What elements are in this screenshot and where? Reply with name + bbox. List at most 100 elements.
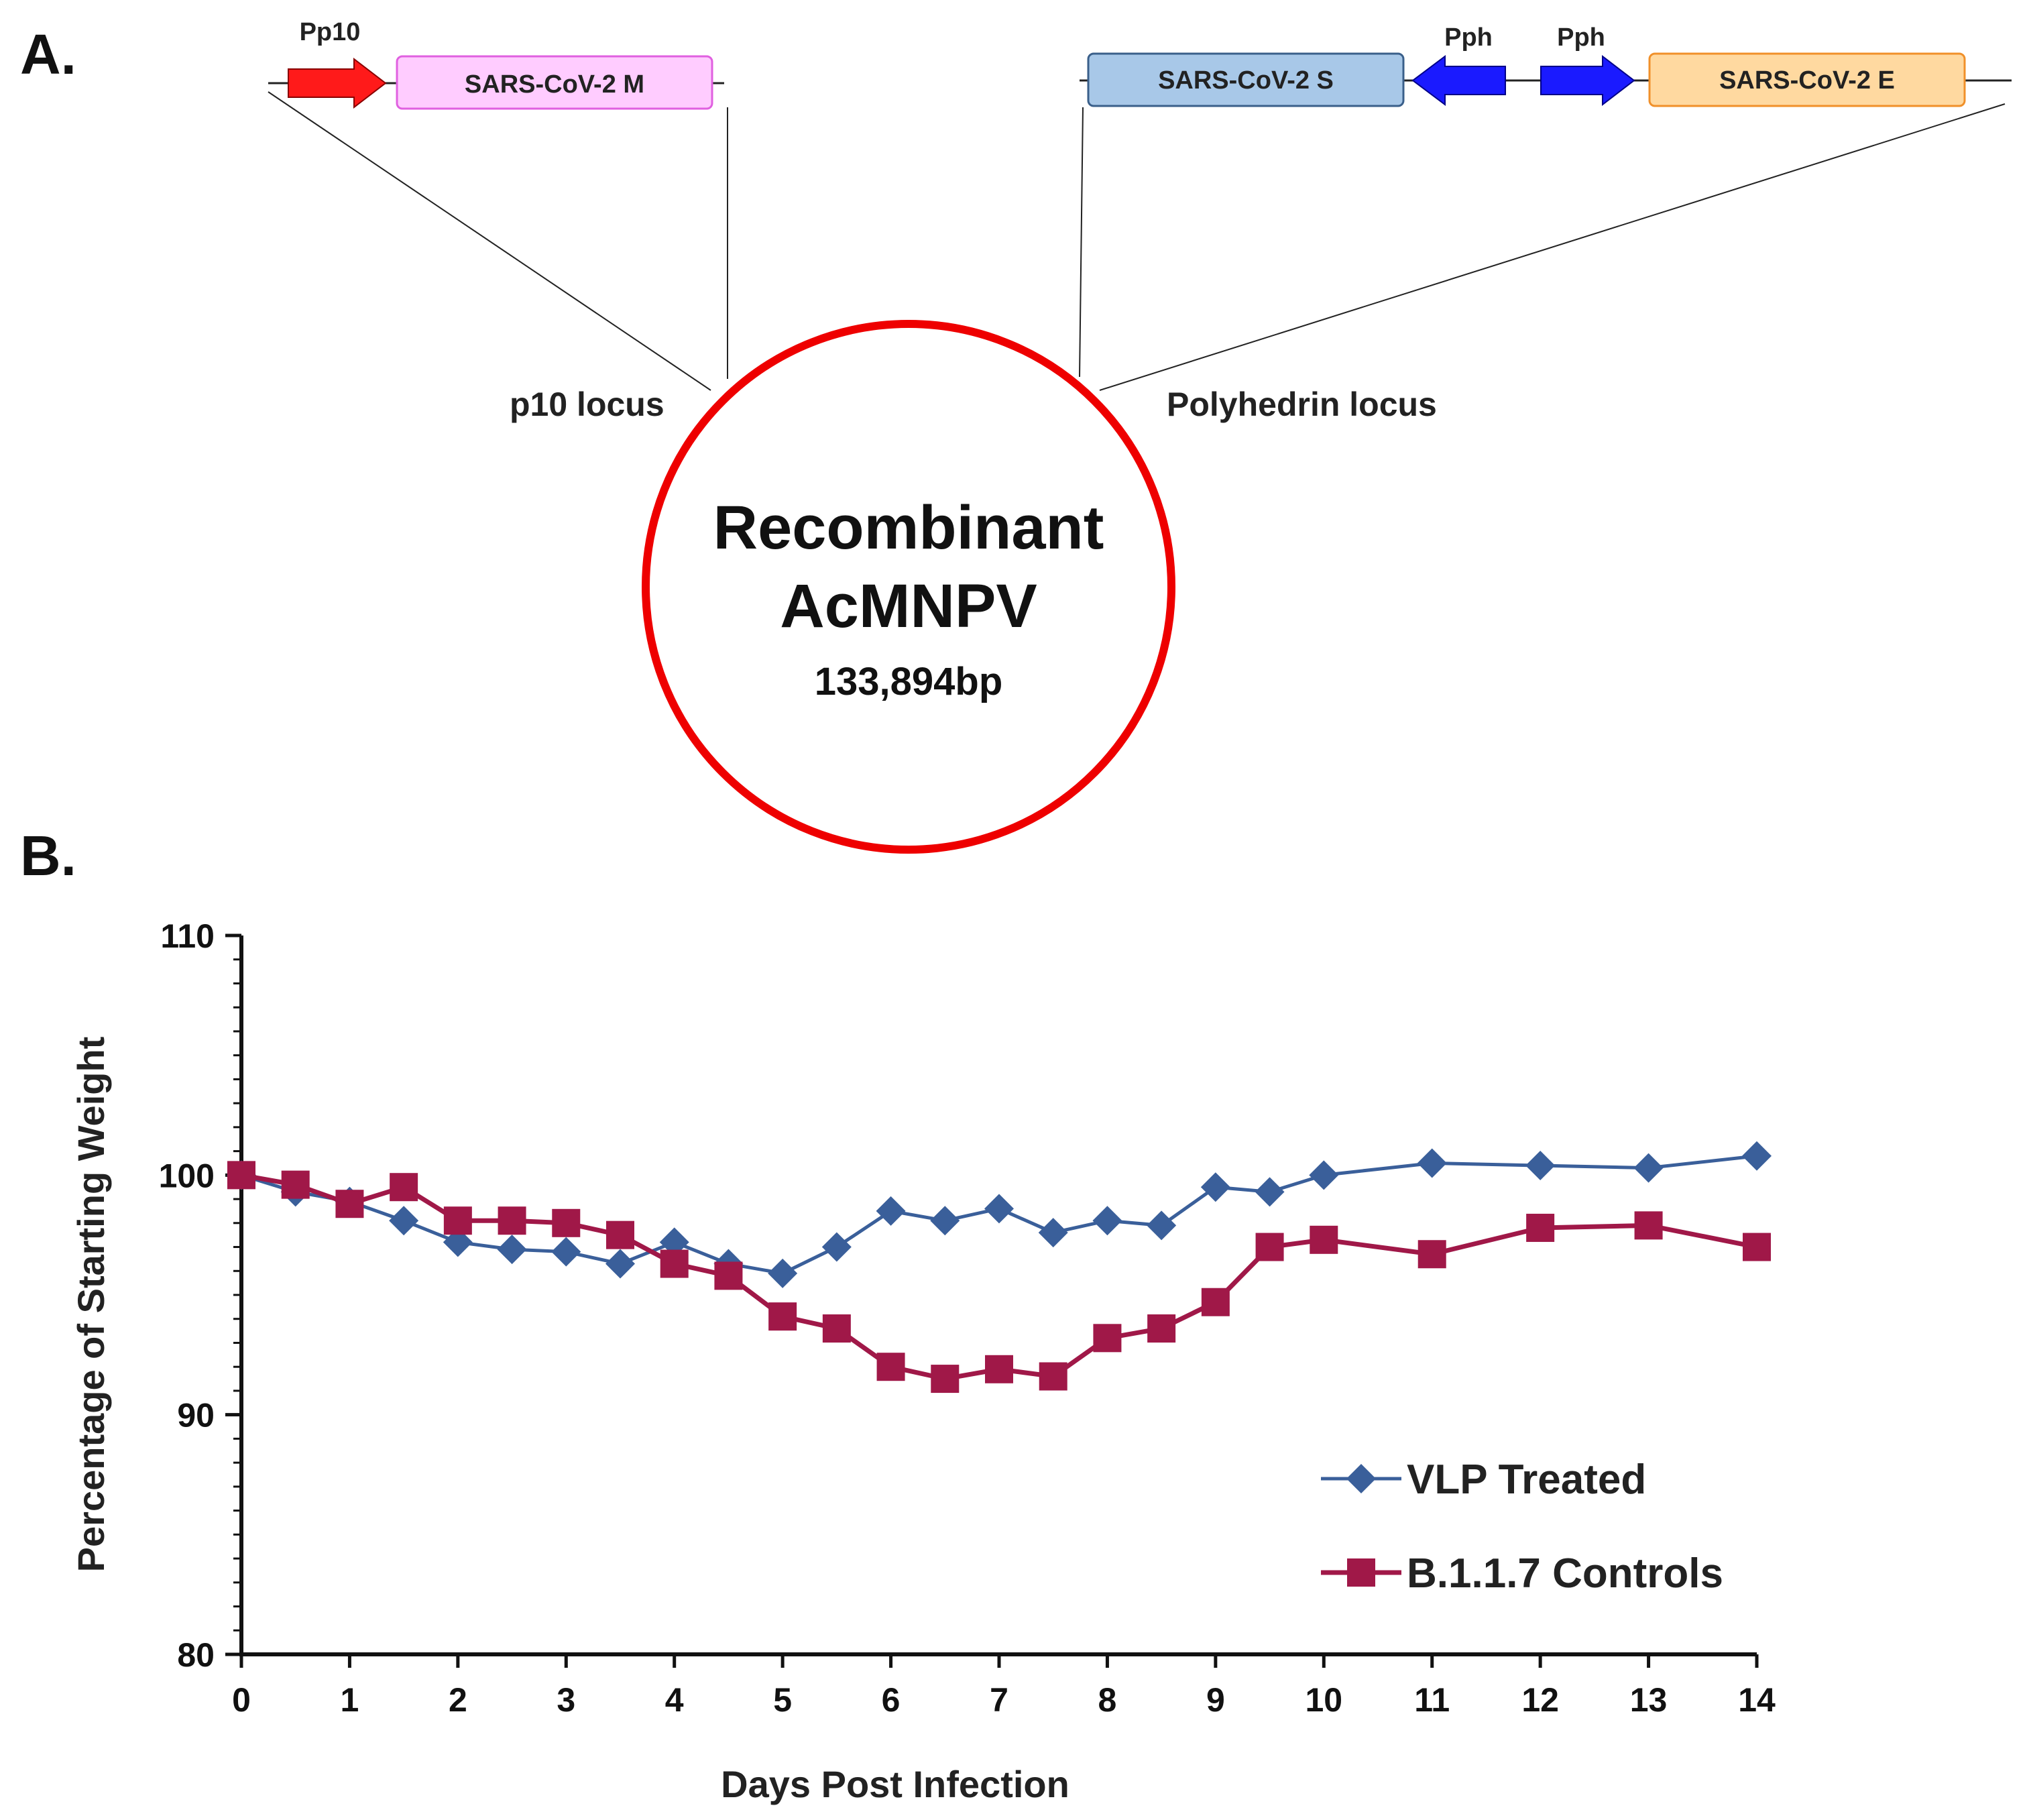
- data-point: [768, 1302, 797, 1331]
- panel-a-letter: A.: [20, 23, 76, 86]
- genome-circle: [642, 320, 1175, 854]
- legend-entry: VLP Treated: [1321, 1457, 1646, 1503]
- x-tick-label: 1: [341, 1681, 359, 1719]
- panel-a: A. Pp10 SARS-CoV-2 M SARS-CoV-2 S Pph Pp…: [20, 18, 2012, 854]
- right-guide-line-inner: [1079, 107, 1084, 378]
- data-point: [1526, 1213, 1555, 1242]
- data-point: [443, 1227, 473, 1257]
- data-point: [1742, 1141, 1772, 1171]
- data-point: [714, 1261, 743, 1290]
- x-tick-label: 10: [1305, 1681, 1342, 1719]
- x-tick-label: 4: [665, 1681, 684, 1719]
- data-point: [1309, 1160, 1339, 1190]
- data-point: [822, 1314, 851, 1343]
- panel-b-letter: B.: [20, 824, 76, 887]
- gene-m-box: [396, 55, 713, 110]
- genome-title-line1: Recombinant: [713, 494, 1104, 562]
- data-point: [1255, 1233, 1284, 1261]
- data-point: [227, 1161, 255, 1190]
- data-point: [1633, 1153, 1664, 1183]
- data-point: [389, 1206, 419, 1236]
- left-guide-line-outer: [268, 91, 711, 391]
- data-point: [931, 1365, 960, 1394]
- y-tick-label: 110: [160, 917, 215, 955]
- data-point: [1310, 1225, 1338, 1254]
- data-point: [390, 1173, 418, 1202]
- legend-marker: [1346, 1464, 1376, 1493]
- data-point: [1093, 1324, 1122, 1353]
- data-point: [443, 1206, 472, 1235]
- data-point: [335, 1190, 364, 1218]
- polyhedrin-locus-label: Polyhedrin locus: [1167, 386, 1437, 423]
- data-point: [1039, 1362, 1067, 1391]
- pp10-promoter-label: Pp10: [300, 18, 361, 46]
- data-point: [1743, 1233, 1771, 1261]
- series-b117-controls: [227, 1161, 1771, 1394]
- data-point: [1525, 1151, 1556, 1181]
- data-point: [1255, 1177, 1285, 1207]
- legend-entry: B.1.1.7 Controls: [1321, 1550, 1723, 1597]
- series-layer: [227, 1141, 1772, 1394]
- data-point: [821, 1232, 852, 1262]
- data-point: [498, 1206, 526, 1235]
- x-tick-label: 12: [1521, 1681, 1559, 1719]
- legend-label: VLP Treated: [1407, 1457, 1646, 1503]
- x-tick-label: 7: [990, 1681, 1008, 1719]
- y-ticks: 80 90 100 110: [159, 917, 241, 1674]
- x-tick-label: 6: [882, 1681, 901, 1719]
- gene-s-box: [1087, 52, 1405, 107]
- pph-promoter-arrow-left: [1411, 55, 1506, 106]
- pp10-promoter-arrow: [288, 57, 387, 109]
- data-point: [985, 1355, 1013, 1383]
- right-guide-line-outer: [1099, 103, 2006, 391]
- data-point: [1201, 1288, 1230, 1316]
- x-tick-label: 0: [232, 1681, 251, 1719]
- y-tick-label: 80: [177, 1636, 215, 1674]
- legend-marker: [1347, 1558, 1375, 1587]
- data-point: [1417, 1240, 1446, 1269]
- x-tick-label: 3: [557, 1681, 575, 1719]
- p10-locus-label: p10 locus: [510, 386, 664, 423]
- data-point: [281, 1170, 310, 1199]
- data-point: [876, 1196, 906, 1226]
- legend: VLP Treated B.1.1.7 Controls: [1321, 1457, 1723, 1597]
- y-tick-label: 100: [159, 1157, 215, 1194]
- x-ticks: 0 1 2 3 4 5 6 7 8 9 10 11 12 13 14: [232, 1654, 1776, 1719]
- data-point: [551, 1237, 581, 1267]
- genome-title-line2: AcMNPV: [780, 572, 1037, 640]
- x-tick-label: 2: [449, 1681, 467, 1719]
- data-point: [1147, 1210, 1177, 1241]
- x-tick-label: 8: [1098, 1681, 1117, 1719]
- data-point: [1038, 1218, 1068, 1248]
- data-point: [1200, 1172, 1230, 1202]
- data-point: [552, 1208, 581, 1237]
- data-point: [984, 1194, 1014, 1224]
- data-point: [768, 1258, 798, 1288]
- y-tick-label: 90: [177, 1397, 215, 1434]
- data-point: [606, 1220, 634, 1249]
- data-point: [1092, 1206, 1122, 1236]
- y-axis-title: Percentage of Starting Weight: [70, 1037, 112, 1573]
- x-tick-label: 13: [1630, 1681, 1668, 1719]
- x-tick-label: 9: [1206, 1681, 1225, 1719]
- x-tick-label: 11: [1414, 1681, 1450, 1719]
- data-point: [876, 1353, 905, 1381]
- x-tick-label: 14: [1738, 1681, 1776, 1719]
- data-point: [1634, 1211, 1663, 1240]
- data-point: [605, 1249, 635, 1279]
- data-point: [1147, 1314, 1176, 1343]
- x-axis-title: Days Post Infection: [721, 1763, 1069, 1805]
- pph-promoter-arrow-right: [1540, 54, 1635, 107]
- pph-promoter-label-2: Pph: [1557, 23, 1605, 52]
- pph-promoter-label-1: Pph: [1444, 23, 1493, 52]
- legend-label: B.1.1.7 Controls: [1407, 1550, 1723, 1597]
- data-point: [497, 1235, 527, 1265]
- data-point: [930, 1206, 960, 1236]
- genome-size-label: 133,894bp: [815, 660, 1003, 703]
- x-tick-label: 5: [773, 1681, 792, 1719]
- gene-e-label: SARS-CoV-2 E: [1719, 66, 1895, 95]
- gene-m-label: SARS-CoV-2 M: [465, 70, 644, 99]
